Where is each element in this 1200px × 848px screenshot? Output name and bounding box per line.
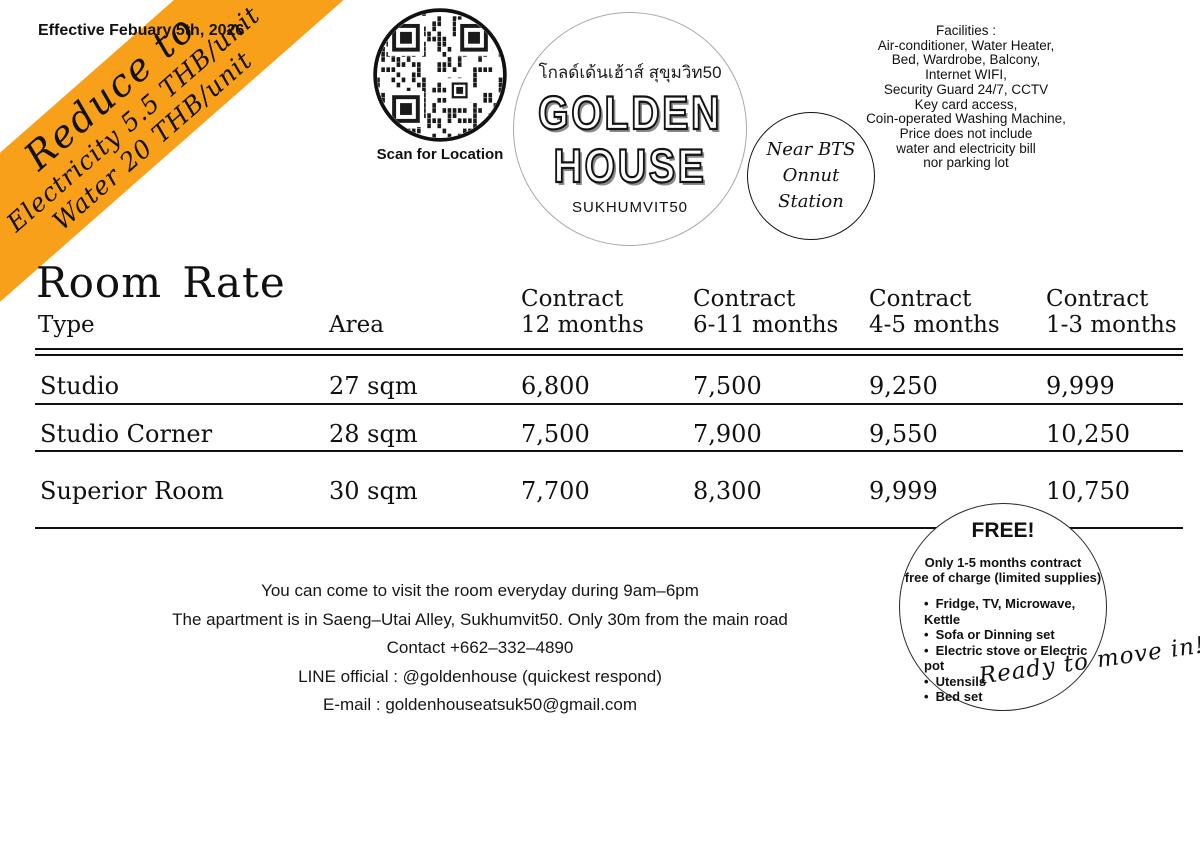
facilities-line: Internet WIFI,	[925, 67, 1007, 83]
logo-name-top: GOLDEN	[537, 85, 723, 140]
bts-badge: Near BTS Onnut Station	[747, 112, 875, 240]
col-header-contract-4-5: Contract 4-5 months	[869, 286, 1000, 338]
free-item: Sofa or Dinning set	[924, 627, 1106, 643]
table-row-price: 6,800	[521, 372, 590, 400]
logo-badge: โกลด์เด้นเฮ้าส์ สุขุมวิท50 GOLDEN HOUSE …	[513, 12, 747, 246]
col-header-contract-1-3: Contract 1-3 months	[1046, 286, 1177, 338]
table-row-price: 7,500	[521, 420, 590, 448]
table-row-price: 10,750	[1046, 477, 1130, 505]
logo-subtitle: SUKHUMVIT50	[571, 199, 689, 216]
free-item: Fridge, TV, Microwave, Kettle	[924, 596, 1106, 627]
free-badge-list: Fridge, TV, Microwave, Kettle Sofa or Di…	[924, 596, 1106, 705]
facilities-line: Facilities :	[935, 23, 996, 38]
facilities-line: Price does not include	[899, 125, 1033, 141]
free-badge: FREE! Only 1-5 months contract free of c…	[899, 503, 1107, 711]
table-row-price: 9,550	[869, 420, 938, 448]
row-divider	[35, 403, 1183, 405]
table-row-area: 27 sqm	[329, 372, 418, 400]
qr-code-image	[373, 8, 507, 142]
effective-date-note: Effective Febuary 5th, 2026	[38, 22, 245, 39]
page-title: Room Rate	[36, 258, 286, 307]
facilities-line: Coin-operated Washing Machine,	[866, 111, 1066, 127]
facilities-line: Key card access,	[914, 96, 1018, 112]
free-badge-subtitle: Only 1-5 months contract free of charge …	[904, 555, 1102, 585]
table-row-area: 28 sqm	[329, 420, 418, 448]
logo-name-bottom: HOUSE	[553, 138, 707, 193]
header-divider-bottom	[35, 354, 1183, 356]
table-row-price: 9,999	[1046, 372, 1115, 400]
free-item: Utensils	[924, 674, 1106, 690]
facilities-line: water and electricity bill	[896, 140, 1036, 156]
table-row-price: 7,500	[693, 372, 762, 400]
col-header-contract-12: Contract 12 months	[521, 286, 644, 338]
free-badge-title: FREE!	[971, 519, 1035, 542]
free-item: Electric stove or Electric pot	[924, 643, 1106, 674]
table-row-type: Superior Room	[40, 477, 224, 505]
row-divider	[35, 527, 1183, 529]
address-line: The apartment is in Saeng–Utai Alley, Su…	[172, 609, 788, 629]
free-item: Bed set	[924, 689, 1106, 705]
table-row-area: 30 sqm	[329, 477, 418, 505]
table-row-type: Studio	[40, 372, 120, 400]
table-row-price: 9,250	[869, 372, 938, 400]
col-header-contract-6-11: Contract 6-11 months	[693, 286, 839, 338]
table-row-type: Studio Corner	[40, 420, 213, 448]
facilities-line: Air-conditioner, Water Heater,	[877, 37, 1055, 53]
table-row-price: 7,900	[693, 420, 762, 448]
facilities-line: Bed, Wardrobe, Balcony,	[891, 52, 1041, 68]
header-divider-top	[35, 348, 1183, 350]
facilities-line: Security Guard 24/7, CCTV	[883, 81, 1049, 97]
line-official-line: LINE official : @goldenhouse (quickest r…	[298, 666, 662, 686]
qr-caption: Scan for Location	[376, 146, 504, 163]
email-line: E-mail : goldenhouseatsuk50@gmail.com	[323, 695, 637, 714]
facilities-list: Facilities : Air-conditioner, Water Heat…	[845, 23, 1087, 171]
bts-badge-line2: Onnut Station	[778, 165, 844, 212]
qr-code	[373, 8, 507, 142]
row-divider	[35, 450, 1183, 452]
logo-thai-name: โกลด์เด้นเฮ้าส์ สุขุมวิท50	[538, 63, 722, 82]
phone-line: Contact +662–332–4890	[386, 638, 574, 657]
contact-block: You can come to visit the room everyday …	[80, 577, 880, 720]
table-row-price: 8,300	[693, 477, 762, 505]
col-header-type: Type	[38, 312, 95, 338]
bts-badge-line1: Near BTS	[766, 139, 856, 160]
table-row-price: 10,250	[1046, 420, 1130, 448]
facilities-line: nor parking lot	[923, 155, 1009, 171]
col-header-area: Area	[329, 312, 384, 338]
visit-hours-line: You can come to visit the room everyday …	[261, 581, 699, 600]
table-row-price: 9,999	[869, 477, 938, 505]
table-row-price: 7,700	[521, 477, 590, 505]
